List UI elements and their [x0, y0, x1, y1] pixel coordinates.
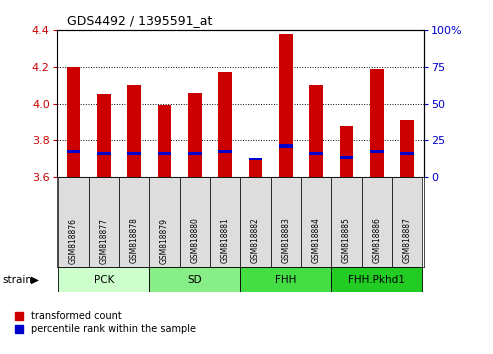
Text: GSM818882: GSM818882: [251, 218, 260, 263]
Bar: [218, 72, 232, 177]
Bar: [340, 156, 353, 159]
Text: GSM818881: GSM818881: [221, 218, 230, 263]
Text: ▶: ▶: [31, 275, 38, 285]
Text: PCK: PCK: [94, 275, 114, 285]
Text: GSM818879: GSM818879: [160, 218, 169, 264]
Bar: [127, 152, 141, 155]
Bar: [392, 177, 423, 267]
Bar: [89, 177, 119, 267]
Bar: [362, 177, 392, 267]
Bar: [97, 95, 110, 177]
Bar: [97, 152, 110, 155]
Text: GSM818887: GSM818887: [403, 218, 412, 263]
Bar: [340, 126, 353, 177]
Bar: [279, 34, 293, 177]
Text: GSM818876: GSM818876: [69, 218, 78, 264]
Bar: [310, 152, 323, 155]
Text: FHH: FHH: [275, 275, 297, 285]
Bar: [188, 92, 202, 177]
Bar: [158, 152, 171, 155]
Bar: [301, 177, 331, 267]
Bar: [370, 150, 384, 153]
Bar: [331, 267, 423, 292]
Bar: [279, 144, 293, 148]
Bar: [67, 67, 80, 177]
Bar: [188, 152, 202, 155]
Bar: [400, 120, 414, 177]
Bar: [218, 150, 232, 153]
Bar: [248, 158, 262, 160]
Bar: [210, 177, 240, 267]
Bar: [58, 267, 149, 292]
Text: GSM818878: GSM818878: [130, 218, 139, 263]
Text: FHH.Pkhd1: FHH.Pkhd1: [349, 275, 405, 285]
Bar: [119, 177, 149, 267]
Bar: [400, 152, 414, 155]
Bar: [58, 177, 89, 267]
Bar: [127, 85, 141, 177]
Text: strain: strain: [2, 275, 33, 285]
Bar: [179, 177, 210, 267]
Bar: [331, 177, 362, 267]
Bar: [310, 85, 323, 177]
Bar: [240, 267, 331, 292]
Bar: [67, 150, 80, 153]
Text: SD: SD: [187, 275, 202, 285]
Text: GSM818884: GSM818884: [312, 218, 321, 263]
Bar: [149, 177, 179, 267]
Text: GSM818883: GSM818883: [282, 218, 290, 263]
Text: GSM818880: GSM818880: [190, 218, 199, 263]
Text: GSM818886: GSM818886: [372, 218, 382, 263]
Bar: [240, 177, 271, 267]
Text: GDS4492 / 1395591_at: GDS4492 / 1395591_at: [67, 13, 212, 27]
Legend: transformed count, percentile rank within the sample: transformed count, percentile rank withi…: [15, 311, 196, 334]
Text: GSM818877: GSM818877: [99, 218, 108, 264]
Bar: [370, 69, 384, 177]
Bar: [248, 159, 262, 177]
Text: GSM818885: GSM818885: [342, 218, 351, 263]
Bar: [271, 177, 301, 267]
Bar: [158, 105, 171, 177]
Bar: [149, 267, 241, 292]
